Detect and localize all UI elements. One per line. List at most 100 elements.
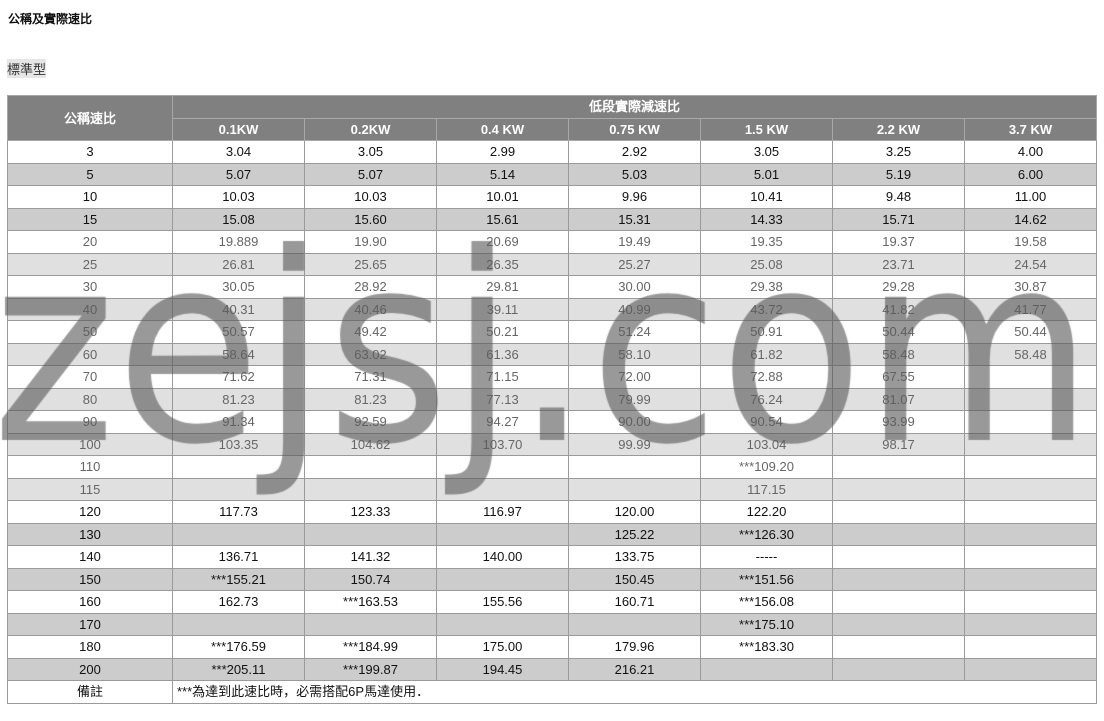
actual-ratio-cell: 29.38 xyxy=(700,275,833,299)
actual-ratio-cell: 58.10 xyxy=(568,342,701,366)
nominal-ratio-cell: 15 xyxy=(7,207,173,231)
actual-ratio-cell: 136.71 xyxy=(172,545,305,569)
table-row: 160 162.73 ***163.53 155.56 160.71 ***156.08 xyxy=(7,590,1097,614)
actual-ratio-cell: 67.55 xyxy=(832,365,965,389)
actual-ratio-cell xyxy=(568,455,701,479)
actual-ratio-cell: 103.04 xyxy=(700,432,833,456)
column-header: 1.5 KW xyxy=(700,117,833,141)
nominal-ratio-cell: 115 xyxy=(7,477,173,501)
nominal-ratio-cell: 200 xyxy=(7,657,173,681)
actual-ratio-cell: 15.61 xyxy=(436,207,569,231)
actual-ratio-cell: 5.01 xyxy=(700,162,833,186)
actual-ratio-cell: 90.00 xyxy=(568,410,701,434)
actual-ratio-cell: 11.00 xyxy=(964,185,1097,209)
actual-ratio-cell: 9.48 xyxy=(832,185,965,209)
actual-ratio-cell: 26.35 xyxy=(436,252,569,276)
table-row: 180 ***176.59 ***184.99 175.00 179.96 ***183.… xyxy=(7,635,1097,659)
actual-ratio-cell: 93.99 xyxy=(832,410,965,434)
actual-ratio-cell: 50.44 xyxy=(832,320,965,344)
nominal-ratio-cell: 3 xyxy=(7,140,173,164)
actual-ratio-cell xyxy=(964,387,1097,411)
header-row-group: 公稱速比 低段實際減速比 xyxy=(7,95,1097,141)
column-header: 3.7 KW xyxy=(964,117,1097,141)
table-row: 100 103.35 104.62 103.70 99.99 103.04 98.17 xyxy=(7,432,1097,456)
table-row: 170 ***175.10 xyxy=(7,612,1097,636)
actual-ratio-cell: 150.74 xyxy=(304,567,437,591)
column-header: 0.75 KW xyxy=(568,117,701,141)
nominal-ratio-cell: 50 xyxy=(7,320,173,344)
actual-ratio-cell: 40.46 xyxy=(304,297,437,321)
actual-ratio-cell: 15.60 xyxy=(304,207,437,231)
actual-ratio-cell xyxy=(832,590,965,614)
actual-ratio-cell: 14.62 xyxy=(964,207,1097,231)
actual-ratio-cell: 4.00 xyxy=(964,140,1097,164)
actual-ratio-cell: 141.32 xyxy=(304,545,437,569)
actual-ratio-cell: 90.54 xyxy=(700,410,833,434)
actual-ratio-cell xyxy=(964,410,1097,434)
actual-ratio-cell: 49.42 xyxy=(304,320,437,344)
header-actual-ratio: 低段實際減速比 xyxy=(172,95,1097,119)
actual-ratio-cell xyxy=(832,567,965,591)
nominal-ratio-cell: 80 xyxy=(7,387,173,411)
nominal-ratio-cell: 140 xyxy=(7,545,173,569)
actual-ratio-cell xyxy=(964,432,1097,456)
actual-ratio-cell: 19.889 xyxy=(172,230,305,254)
nominal-ratio-cell: 60 xyxy=(7,342,173,366)
table-row: 140 136.71 141.32 140.00 133.75 ----- xyxy=(7,545,1097,569)
actual-ratio-cell: 15.31 xyxy=(568,207,701,231)
actual-ratio-cell: 71.31 xyxy=(304,365,437,389)
actual-ratio-cell: 92.59 xyxy=(304,410,437,434)
nominal-ratio-cell: 40 xyxy=(7,297,173,321)
actual-ratio-cell: 10.03 xyxy=(172,185,305,209)
nominal-ratio-cell: 70 xyxy=(7,365,173,389)
actual-ratio-cell: 40.99 xyxy=(568,297,701,321)
actual-ratio-cell xyxy=(832,522,965,546)
actual-ratio-cell: 61.36 xyxy=(436,342,569,366)
actual-ratio-cell: 30.87 xyxy=(964,275,1097,299)
table-row: 40 40.31 40.46 39.11 40.99 43.72 41.82 41.77 xyxy=(7,297,1097,321)
actual-ratio-cell xyxy=(964,567,1097,591)
actual-ratio-cell: 43.72 xyxy=(700,297,833,321)
column-header: 0.4 KW xyxy=(436,117,569,141)
actual-ratio-cell xyxy=(172,477,305,501)
actual-ratio-cell: 76.24 xyxy=(700,387,833,411)
section-subtitle: 標準型 xyxy=(7,59,47,78)
nominal-ratio-cell: 130 xyxy=(7,522,173,546)
table-row: 3 3.04 3.05 2.99 2.92 3.05 3.25 4.00 xyxy=(7,140,1097,164)
actual-ratio-cell: 91.34 xyxy=(172,410,305,434)
nominal-ratio-cell: 10 xyxy=(7,185,173,209)
table-row: 200 ***205.11 ***199.87 194.45 216.21 xyxy=(7,657,1097,681)
nominal-ratio-cell: 110 xyxy=(7,455,173,479)
actual-ratio-cell xyxy=(304,455,437,479)
actual-ratio-cell: 98.17 xyxy=(832,432,965,456)
actual-ratio-cell: 72.88 xyxy=(700,365,833,389)
actual-ratio-cell xyxy=(964,545,1097,569)
actual-ratio-cell xyxy=(832,500,965,524)
actual-ratio-cell: 125.22 xyxy=(568,522,701,546)
actual-ratio-cell: 77.13 xyxy=(436,387,569,411)
actual-ratio-cell: 103.35 xyxy=(172,432,305,456)
actual-ratio-cell: 179.96 xyxy=(568,635,701,659)
actual-ratio-cell: 117.15 xyxy=(700,477,833,501)
actual-ratio-cell: ***184.99 xyxy=(304,635,437,659)
nominal-ratio-cell: 90 xyxy=(7,410,173,434)
nominal-ratio-cell: 150 xyxy=(7,567,173,591)
actual-ratio-cell: 116.97 xyxy=(436,500,569,524)
actual-ratio-cell: ***205.11 xyxy=(172,657,305,681)
column-header: 0.2KW xyxy=(304,117,437,141)
page-title: 公稱及實際速比 xyxy=(8,12,93,26)
table-row: 150 ***155.21 150.74 150.45 ***151.56 xyxy=(7,567,1097,591)
actual-ratio-cell: 50.57 xyxy=(172,320,305,344)
nominal-ratio-cell: 180 xyxy=(7,635,173,659)
actual-ratio-cell: 94.27 xyxy=(436,410,569,434)
remark-text: ***為達到此速比時，必需搭配6P馬達使用． xyxy=(172,680,1097,704)
ratio-table: 公稱速比 低段實際減速比 0.1KW 0.2KW 0.4 KW 0.75 KW 1.5 … xyxy=(7,95,1097,704)
actual-ratio-cell: 25.27 xyxy=(568,252,701,276)
column-header: 2.2 KW xyxy=(832,117,965,141)
actual-ratio-cell xyxy=(964,522,1097,546)
header-nominal-ratio: 公稱速比 xyxy=(7,95,173,141)
actual-ratio-cell: 30.05 xyxy=(172,275,305,299)
actual-ratio-cell: 9.96 xyxy=(568,185,701,209)
actual-ratio-cell: 50.21 xyxy=(436,320,569,344)
nominal-ratio-cell: 20 xyxy=(7,230,173,254)
